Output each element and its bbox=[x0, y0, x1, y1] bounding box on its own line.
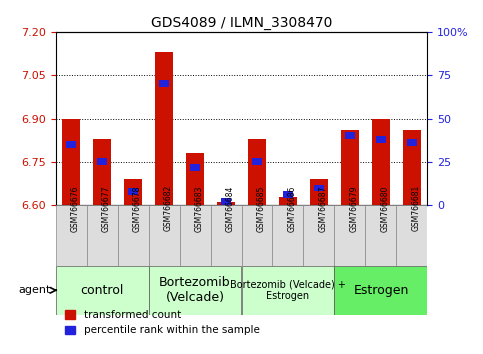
Text: Estrogen: Estrogen bbox=[353, 284, 409, 297]
Bar bbox=[313, 184, 325, 192]
Text: GSM766677: GSM766677 bbox=[102, 185, 111, 232]
Bar bbox=[341, 130, 359, 205]
Bar bbox=[334, 266, 427, 315]
Bar bbox=[221, 198, 231, 205]
Bar bbox=[372, 119, 390, 205]
Bar bbox=[252, 159, 262, 165]
Text: GSM766680: GSM766680 bbox=[381, 185, 390, 232]
Bar bbox=[86, 205, 117, 266]
Text: GSM766679: GSM766679 bbox=[350, 185, 359, 232]
Bar bbox=[128, 188, 139, 195]
Bar bbox=[180, 205, 211, 266]
Text: GSM766687: GSM766687 bbox=[319, 185, 328, 232]
Text: GSM766676: GSM766676 bbox=[71, 185, 80, 232]
Bar bbox=[217, 202, 235, 205]
Bar bbox=[97, 159, 107, 165]
Text: GDS4089 / ILMN_3308470: GDS4089 / ILMN_3308470 bbox=[151, 16, 332, 30]
Bar bbox=[190, 164, 200, 171]
Bar bbox=[242, 266, 334, 315]
Bar bbox=[93, 139, 112, 205]
Bar bbox=[279, 196, 297, 205]
Bar bbox=[158, 80, 170, 87]
Bar bbox=[407, 139, 417, 146]
Bar bbox=[149, 266, 242, 315]
Bar bbox=[397, 205, 427, 266]
Bar bbox=[242, 205, 272, 266]
Text: GSM766683: GSM766683 bbox=[195, 185, 204, 232]
Bar bbox=[56, 205, 86, 266]
Text: Bortezomib
(Velcade): Bortezomib (Velcade) bbox=[159, 276, 231, 304]
Bar bbox=[376, 136, 386, 143]
Bar bbox=[124, 179, 142, 205]
Text: agent: agent bbox=[18, 285, 51, 295]
Bar bbox=[310, 179, 328, 205]
Text: GSM766686: GSM766686 bbox=[288, 185, 297, 232]
Bar bbox=[283, 192, 293, 198]
Text: control: control bbox=[80, 284, 124, 297]
Legend: transformed count, percentile rank within the sample: transformed count, percentile rank withi… bbox=[61, 306, 264, 339]
Text: GSM766681: GSM766681 bbox=[412, 185, 421, 232]
Bar bbox=[272, 205, 303, 266]
Bar bbox=[344, 132, 355, 139]
Bar bbox=[117, 205, 149, 266]
Bar bbox=[248, 139, 266, 205]
Bar bbox=[62, 119, 80, 205]
Bar bbox=[303, 205, 334, 266]
Text: Bortezomib (Velcade) +
Estrogen: Bortezomib (Velcade) + Estrogen bbox=[230, 279, 346, 301]
Bar bbox=[211, 205, 242, 266]
Bar bbox=[403, 130, 421, 205]
Text: GSM766685: GSM766685 bbox=[257, 185, 266, 232]
Bar bbox=[155, 52, 173, 205]
Bar bbox=[149, 205, 180, 266]
Bar bbox=[66, 141, 76, 148]
Text: GSM766678: GSM766678 bbox=[133, 185, 142, 232]
Bar bbox=[366, 205, 397, 266]
Bar bbox=[186, 153, 204, 205]
Text: GSM766684: GSM766684 bbox=[226, 185, 235, 232]
Text: GSM766682: GSM766682 bbox=[164, 185, 173, 232]
Bar bbox=[334, 205, 366, 266]
Bar bbox=[56, 266, 149, 315]
